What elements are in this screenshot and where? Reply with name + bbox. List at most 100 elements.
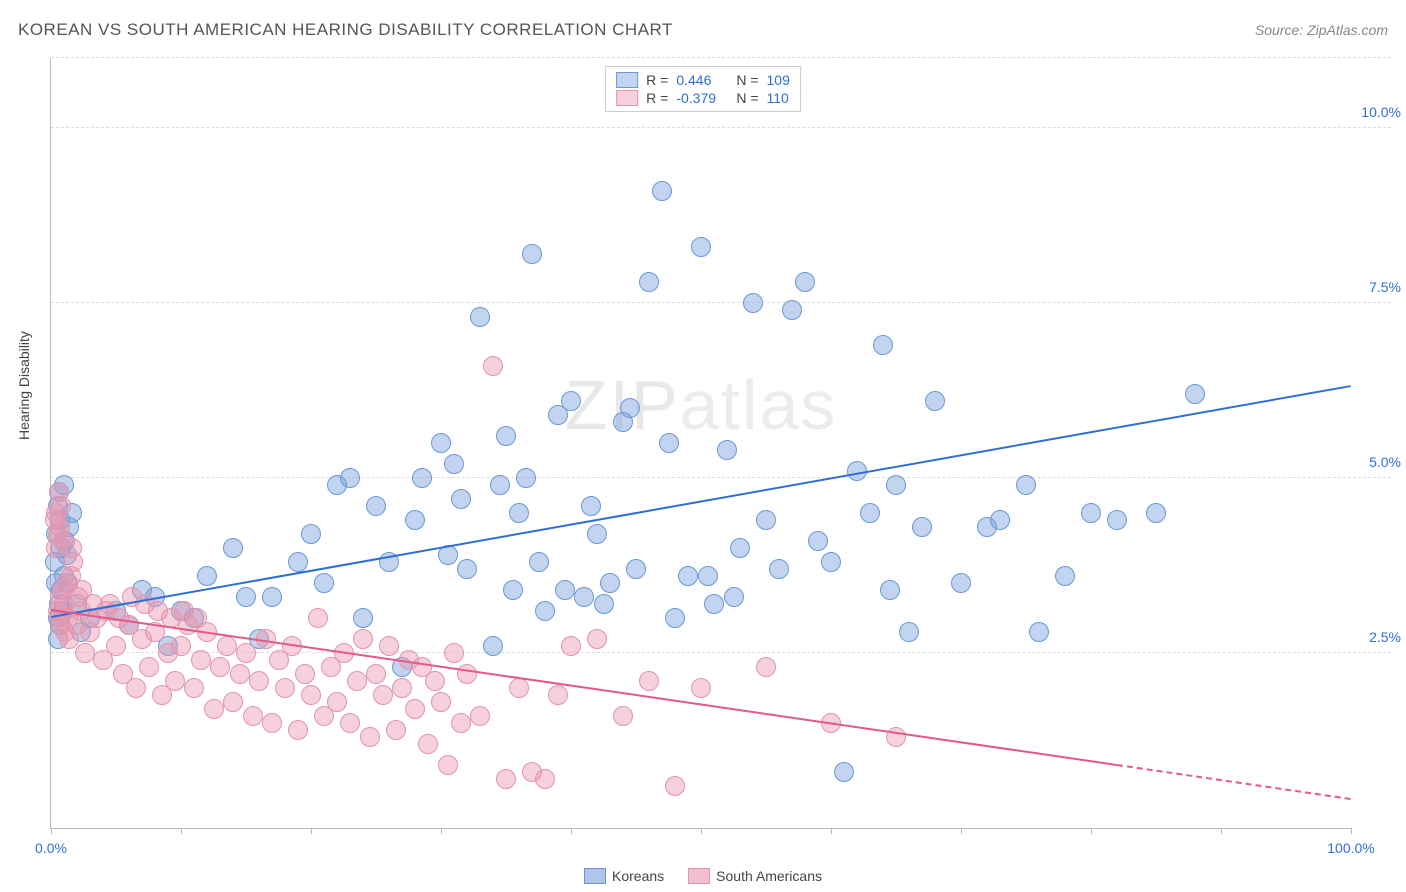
scatter-point bbox=[295, 664, 315, 684]
scatter-point bbox=[691, 237, 711, 257]
scatter-point bbox=[769, 559, 789, 579]
scatter-point bbox=[704, 594, 724, 614]
scatter-point bbox=[483, 636, 503, 656]
scatter-point bbox=[613, 706, 633, 726]
scatter-point bbox=[834, 762, 854, 782]
scatter-point bbox=[620, 398, 640, 418]
legend-n-value: 109 bbox=[767, 72, 790, 88]
scatter-point bbox=[210, 657, 230, 677]
scatter-point bbox=[535, 769, 555, 789]
scatter-point bbox=[574, 587, 594, 607]
scatter-point bbox=[529, 552, 549, 572]
scatter-point bbox=[535, 601, 555, 621]
scatter-point bbox=[626, 559, 646, 579]
scatter-point bbox=[386, 720, 406, 740]
scatter-point bbox=[431, 433, 451, 453]
scatter-point bbox=[587, 524, 607, 544]
x-tick bbox=[961, 828, 962, 834]
scatter-point bbox=[503, 580, 523, 600]
scatter-point bbox=[236, 587, 256, 607]
scatter-point bbox=[665, 608, 685, 628]
scatter-point bbox=[288, 552, 308, 572]
x-tick bbox=[51, 828, 52, 834]
scatter-point bbox=[808, 531, 828, 551]
scatter-point bbox=[899, 622, 919, 642]
scatter-point bbox=[1185, 384, 1205, 404]
scatter-point bbox=[912, 517, 932, 537]
scatter-point bbox=[665, 776, 685, 796]
series-legend: Koreans South Americans bbox=[584, 868, 822, 884]
scatter-point bbox=[75, 643, 95, 663]
gridline-h bbox=[51, 302, 1391, 303]
legend-r-value: -0.379 bbox=[676, 90, 728, 106]
scatter-point bbox=[1081, 503, 1101, 523]
scatter-point bbox=[366, 664, 386, 684]
scatter-point bbox=[165, 671, 185, 691]
legend-series-item: South Americans bbox=[688, 868, 822, 884]
scatter-point bbox=[249, 671, 269, 691]
scatter-point bbox=[496, 426, 516, 446]
scatter-point bbox=[106, 636, 126, 656]
watermark-thin: atlas bbox=[680, 366, 838, 444]
scatter-point bbox=[470, 307, 490, 327]
scatter-point bbox=[347, 671, 367, 691]
x-tick bbox=[1221, 828, 1222, 834]
scatter-point bbox=[53, 531, 73, 551]
y-tick-label: 2.5% bbox=[1353, 629, 1401, 645]
scatter-point bbox=[275, 678, 295, 698]
trend-line bbox=[1117, 764, 1351, 800]
scatter-point bbox=[418, 734, 438, 754]
scatter-point bbox=[873, 335, 893, 355]
scatter-point bbox=[860, 503, 880, 523]
scatter-point bbox=[795, 272, 815, 292]
legend-swatch bbox=[616, 90, 638, 106]
scatter-point bbox=[600, 573, 620, 593]
scatter-point bbox=[1146, 503, 1166, 523]
scatter-point bbox=[1029, 622, 1049, 642]
scatter-point bbox=[457, 664, 477, 684]
scatter-point bbox=[639, 671, 659, 691]
scatter-point bbox=[184, 678, 204, 698]
scatter-point bbox=[45, 510, 65, 530]
scatter-point bbox=[821, 552, 841, 572]
scatter-point bbox=[516, 468, 536, 488]
legend-r-label: R = bbox=[646, 72, 668, 88]
y-tick-label: 7.5% bbox=[1353, 279, 1401, 295]
scatter-point bbox=[561, 391, 581, 411]
x-tick bbox=[701, 828, 702, 834]
scatter-point bbox=[724, 587, 744, 607]
legend-series-label: South Americans bbox=[716, 868, 822, 884]
scatter-point bbox=[659, 433, 679, 453]
scatter-point bbox=[581, 496, 601, 516]
scatter-point bbox=[236, 643, 256, 663]
gridline-h bbox=[51, 477, 1391, 478]
scatter-point bbox=[451, 713, 471, 733]
legend-series-item: Koreans bbox=[584, 868, 664, 884]
scatter-point bbox=[451, 489, 471, 509]
scatter-point bbox=[509, 678, 529, 698]
scatter-point bbox=[379, 636, 399, 656]
scatter-point bbox=[444, 643, 464, 663]
scatter-point bbox=[301, 524, 321, 544]
legend-corr-row: R =0.446N =109 bbox=[616, 71, 790, 89]
trend-line bbox=[51, 609, 1117, 766]
x-tick bbox=[311, 828, 312, 834]
legend-series-label: Koreans bbox=[612, 868, 664, 884]
scatter-point bbox=[340, 713, 360, 733]
y-tick-label: 10.0% bbox=[1353, 104, 1401, 120]
x-tick bbox=[571, 828, 572, 834]
scatter-point bbox=[444, 454, 464, 474]
scatter-point bbox=[243, 706, 263, 726]
scatter-point bbox=[431, 692, 451, 712]
x-tick bbox=[831, 828, 832, 834]
watermark: ZIPatlas bbox=[565, 365, 838, 445]
scatter-point bbox=[730, 538, 750, 558]
scatter-point bbox=[880, 580, 900, 600]
scatter-point bbox=[925, 391, 945, 411]
scatter-point bbox=[756, 657, 776, 677]
x-tick-label: 100.0% bbox=[1327, 840, 1374, 856]
legend-r-value: 0.446 bbox=[676, 72, 728, 88]
source-link[interactable]: ZipAtlas.com bbox=[1307, 22, 1388, 38]
scatter-point bbox=[522, 244, 542, 264]
correlation-legend: R =0.446N =109R =-0.379N =110 bbox=[605, 66, 801, 112]
